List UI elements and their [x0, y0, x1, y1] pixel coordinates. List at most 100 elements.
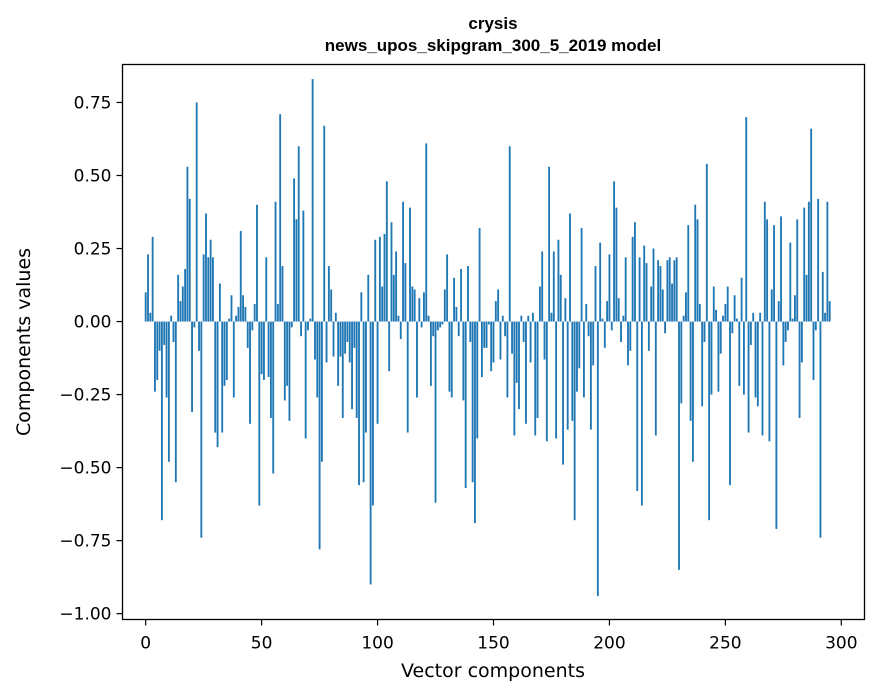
bar	[701, 321, 704, 407]
bar	[580, 228, 583, 322]
y-axis-ticks: −1.00 −0.75 −0.50 −0.25 0.00 0.25 0.50 0.75	[59, 93, 123, 625]
bar	[780, 216, 782, 322]
bar	[239, 231, 242, 322]
bar	[177, 274, 180, 322]
x-tick-label: 0	[140, 634, 151, 654]
bar	[745, 117, 748, 322]
bar	[805, 274, 808, 322]
bar	[195, 102, 198, 322]
bar	[151, 236, 154, 322]
bar	[300, 321, 302, 337]
bar	[369, 321, 372, 585]
bar	[263, 321, 265, 380]
chart-title: crysis	[468, 14, 517, 33]
bar	[413, 289, 416, 322]
bar	[657, 260, 660, 322]
bar	[290, 321, 293, 328]
bar	[374, 239, 377, 322]
bar	[218, 283, 221, 322]
bar	[803, 207, 806, 322]
bar	[511, 321, 513, 354]
bar	[824, 312, 826, 322]
bar	[559, 274, 562, 322]
bar	[719, 321, 722, 354]
bar	[594, 266, 597, 322]
bar	[722, 315, 724, 322]
bar	[624, 257, 627, 322]
bar	[154, 321, 156, 392]
bar	[418, 298, 421, 322]
bar	[564, 298, 567, 322]
bar	[372, 321, 374, 506]
bar	[267, 321, 270, 378]
bar	[543, 321, 546, 360]
bar	[562, 321, 564, 465]
bar	[235, 315, 238, 322]
bar	[585, 304, 588, 322]
bar	[794, 295, 796, 322]
bar	[147, 254, 149, 322]
bar	[314, 321, 316, 360]
bar	[515, 321, 518, 383]
bar	[276, 304, 279, 322]
bar	[538, 286, 541, 322]
bar	[390, 222, 393, 322]
bar	[826, 201, 829, 322]
bar	[708, 321, 711, 521]
bar	[513, 321, 516, 436]
bar	[773, 225, 775, 322]
bar	[798, 321, 801, 418]
bar	[536, 321, 539, 418]
bar	[450, 321, 453, 398]
bar	[404, 263, 407, 322]
bar	[531, 312, 534, 322]
bar	[439, 321, 442, 328]
bar	[167, 321, 170, 462]
bar	[469, 321, 472, 342]
x-tick-label: 150	[477, 634, 509, 654]
bar	[302, 210, 305, 322]
bar	[592, 321, 595, 366]
bar	[281, 266, 284, 322]
bar	[640, 321, 643, 506]
bar	[545, 321, 548, 442]
bar	[246, 321, 249, 348]
bar	[460, 268, 462, 322]
bar	[527, 315, 530, 322]
bar	[522, 321, 525, 342]
x-tick-label: 100	[361, 634, 393, 654]
bar	[163, 321, 166, 345]
bar	[555, 321, 558, 439]
bar	[685, 292, 687, 322]
bar	[327, 266, 330, 322]
bar	[534, 321, 537, 436]
bar	[661, 289, 664, 322]
bar	[675, 257, 678, 322]
bar	[448, 321, 451, 392]
bar	[576, 321, 578, 392]
bar	[293, 178, 296, 322]
bar	[763, 201, 766, 322]
bar	[297, 146, 300, 322]
bar	[351, 321, 353, 410]
x-axis-label: Vector components	[401, 660, 585, 682]
bar	[817, 198, 820, 322]
bar	[768, 321, 771, 442]
bar	[740, 277, 743, 322]
bar	[710, 321, 713, 395]
bar	[295, 219, 298, 322]
bar	[583, 321, 585, 398]
bar	[186, 166, 189, 322]
bar	[599, 242, 602, 322]
bar	[478, 228, 481, 322]
y-tick-label: 0.50	[74, 167, 112, 187]
bar	[216, 321, 219, 448]
bar	[362, 321, 365, 483]
bar	[467, 266, 469, 322]
bar	[650, 286, 653, 322]
bar	[596, 321, 599, 597]
bar	[666, 260, 669, 322]
bar	[759, 312, 762, 322]
bar	[323, 125, 326, 322]
bar	[416, 321, 418, 398]
